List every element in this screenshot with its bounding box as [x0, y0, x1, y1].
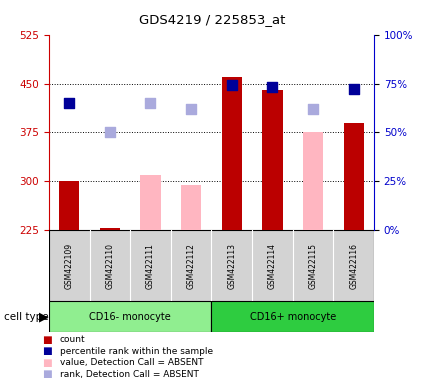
Bar [343, 123, 364, 230]
Bar [100, 228, 120, 230]
Text: ■: ■ [42, 358, 52, 368]
Bar [221, 77, 242, 230]
Text: CD16+ monocyte: CD16+ monocyte [249, 312, 336, 322]
Text: GSM422114: GSM422114 [268, 243, 277, 289]
Bar [59, 182, 79, 230]
Bar [262, 90, 283, 230]
Bar [303, 132, 323, 230]
Text: ■: ■ [42, 346, 52, 356]
Text: GSM422110: GSM422110 [105, 243, 114, 289]
Text: GSM422111: GSM422111 [146, 243, 155, 289]
Text: ■: ■ [42, 335, 52, 345]
Point [147, 100, 154, 106]
Text: ▶: ▶ [39, 310, 48, 323]
Point [188, 106, 195, 112]
Text: percentile rank within the sample: percentile rank within the sample [60, 347, 212, 356]
Bar [211, 301, 374, 332]
Text: ■: ■ [42, 369, 52, 379]
Point [228, 83, 235, 89]
Text: GSM422109: GSM422109 [65, 243, 74, 289]
Text: GSM422112: GSM422112 [187, 243, 196, 289]
Text: GSM422113: GSM422113 [227, 243, 236, 289]
Text: count: count [60, 335, 85, 344]
Text: cell type: cell type [4, 312, 49, 322]
Point [106, 129, 113, 136]
Bar [181, 185, 201, 230]
Point [350, 86, 357, 93]
Bar [140, 175, 161, 230]
Point [269, 84, 276, 91]
Text: GSM422115: GSM422115 [309, 243, 317, 289]
Text: CD16- monocyte: CD16- monocyte [89, 312, 171, 322]
Text: GDS4219 / 225853_at: GDS4219 / 225853_at [139, 13, 286, 26]
Point [66, 100, 73, 106]
Bar [49, 301, 211, 332]
Text: GSM422116: GSM422116 [349, 243, 358, 289]
Point [310, 106, 317, 112]
Text: value, Detection Call = ABSENT: value, Detection Call = ABSENT [60, 358, 203, 367]
Text: rank, Detection Call = ABSENT: rank, Detection Call = ABSENT [60, 370, 198, 379]
